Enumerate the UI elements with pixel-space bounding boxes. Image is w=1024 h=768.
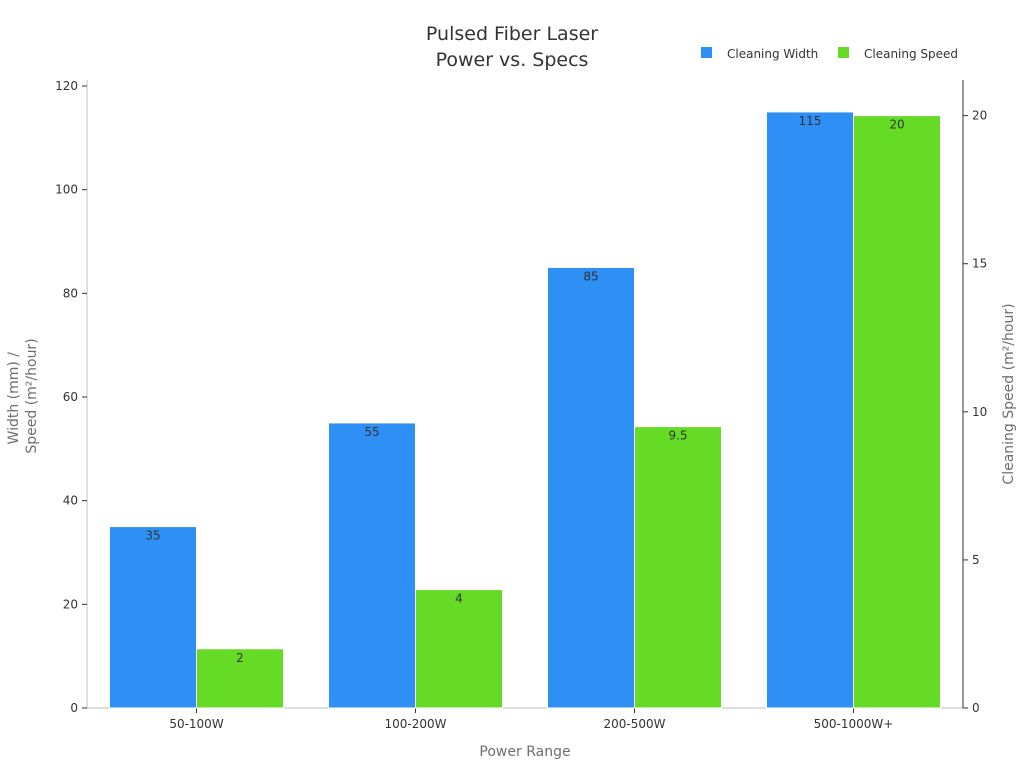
cleaning-speed-bar — [853, 115, 941, 709]
x-axis-title: Power Range — [479, 744, 570, 760]
y-tick-label-left: 40 — [63, 494, 78, 508]
data-labels: 35 2 55 4 85 9.5 115 20 — [145, 114, 904, 665]
y-tick-label-left: 60 — [63, 390, 78, 404]
x-tick-label: 100-200W — [384, 717, 446, 731]
y-tick-label-left: 80 — [63, 286, 78, 300]
x-tick-label: 50-100W — [169, 717, 224, 731]
chart-title-line-1: Pulsed Fiber Laser — [426, 23, 598, 45]
y-tick-label-left: 0 — [70, 701, 78, 715]
legend-label: Cleaning Speed — [864, 47, 958, 61]
y-tick-label-left: 100 — [55, 183, 78, 197]
y-axis-title-left: Width (mm) / Speed (m²/hour) — [6, 338, 40, 453]
cleaning-speed-bar — [634, 426, 722, 709]
cleaning-speed-label: 20 — [889, 118, 904, 132]
legend: Cleaning Width Cleaning Speed — [701, 47, 958, 61]
cleaning-width-bar — [328, 422, 416, 709]
cleaning-width-label: 115 — [799, 114, 822, 128]
cleaning-width-label: 55 — [364, 425, 379, 439]
cleaning-width-bar — [547, 266, 635, 709]
legend-label: Cleaning Width — [727, 47, 818, 61]
cleaning-width-label: 85 — [583, 269, 598, 283]
legend-swatch — [701, 47, 712, 58]
x-tick-label: 200-500W — [603, 717, 665, 731]
cleaning-width-bar — [766, 111, 854, 709]
cleaning-width-label: 35 — [145, 529, 160, 543]
legend-swatch — [838, 47, 849, 58]
y-tick-label-right: 15 — [972, 257, 987, 271]
y-tick-label-right: 5 — [972, 553, 980, 567]
y-axis-title-left-line-2: Speed (m²/hour) — [24, 338, 40, 453]
y-tick-label-left: 120 — [55, 79, 78, 93]
y-tick-label-right: 20 — [972, 109, 987, 123]
y-axis-title-left-line-1: Width (mm) / — [6, 352, 22, 445]
chart-title-line-2: Power vs. Specs — [436, 49, 589, 71]
cleaning-speed-bar — [196, 648, 284, 709]
chart-title: Pulsed Fiber Laser Power vs. Specs — [426, 23, 598, 71]
cleaning-speed-label: 9.5 — [668, 429, 687, 443]
cleaning-speed-label: 2 — [236, 651, 244, 665]
y-tick-label-right: 0 — [972, 701, 980, 715]
cleaning-width-bar — [109, 526, 197, 709]
axes: 0 20 40 60 80 100 120 0 5 10 15 20 50-100W 100-200W 20… — [55, 79, 987, 731]
cleaning-speed-label: 4 — [455, 592, 463, 606]
y-axis-title-right: Cleaning Speed (m²/hour) — [1001, 303, 1017, 484]
cleaning-speed-bar — [415, 589, 503, 709]
y-tick-label-right: 10 — [972, 405, 987, 419]
x-tick-label: 500-1000W+ — [814, 717, 894, 731]
y-tick-label-left: 20 — [63, 597, 78, 611]
bars — [109, 111, 941, 709]
